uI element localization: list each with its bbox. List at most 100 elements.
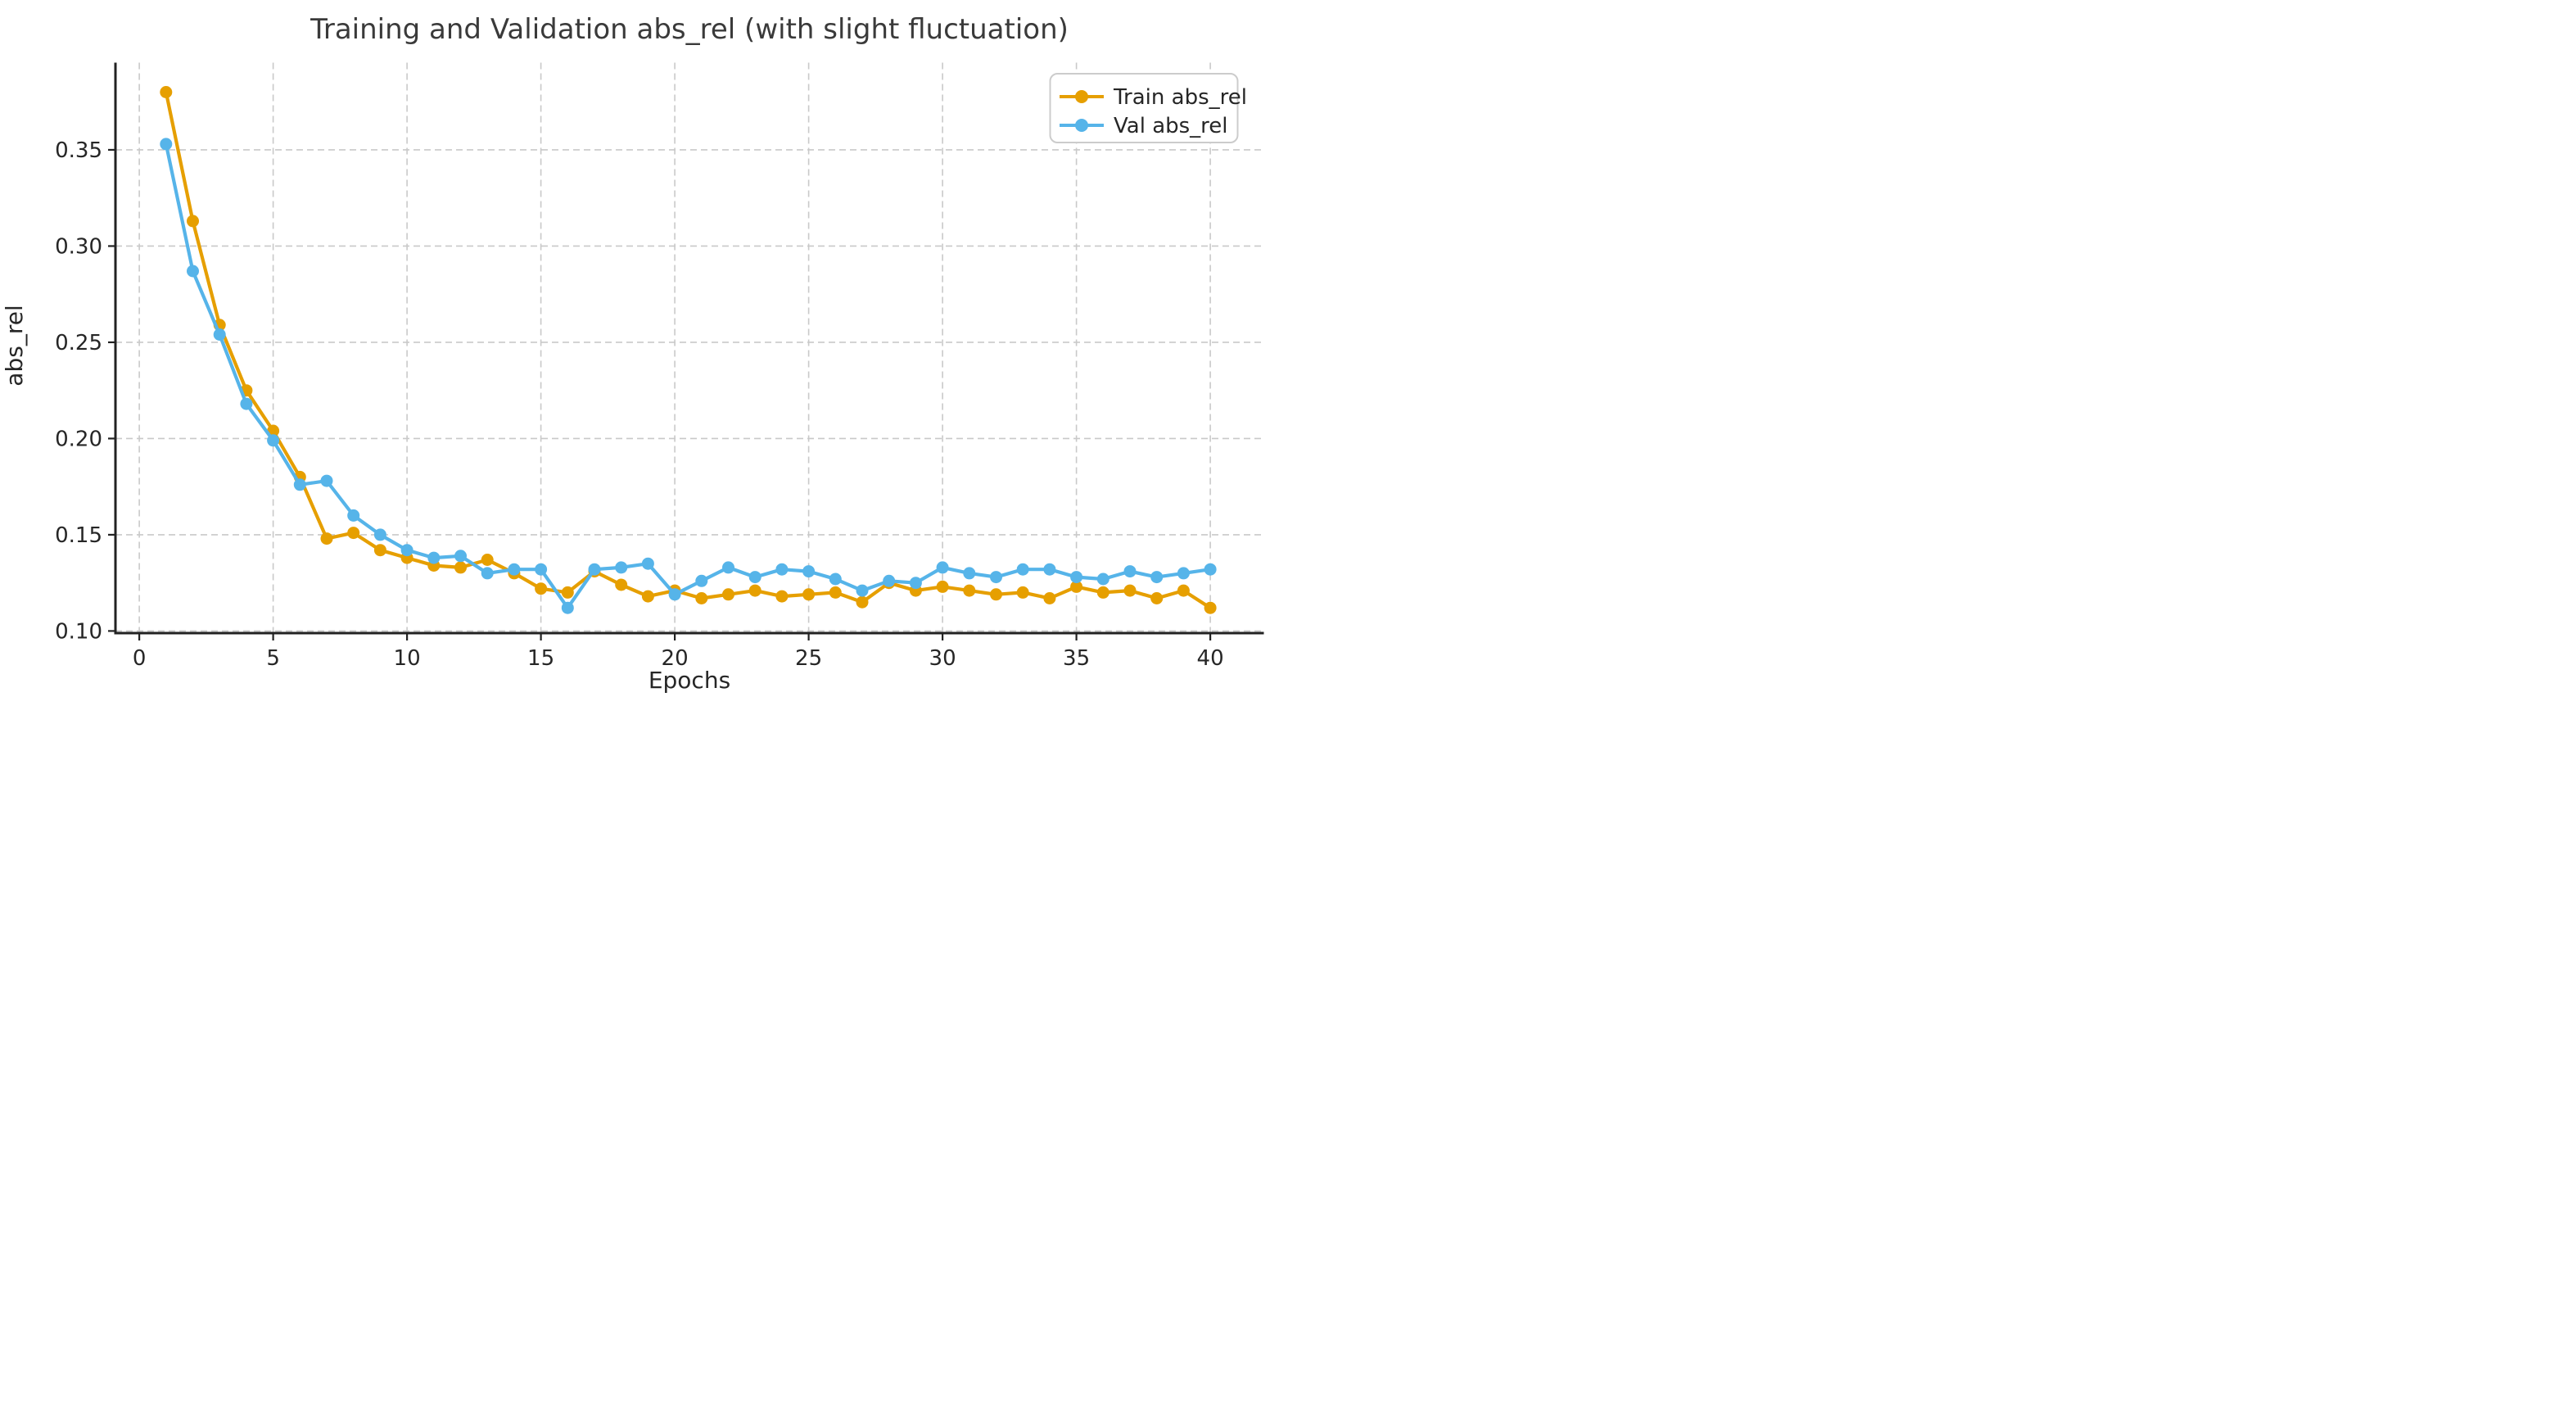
legend-entry-train: Train abs_rel [1060, 85, 1247, 110]
val-data-point [695, 574, 708, 587]
val-data-point [641, 557, 654, 570]
x-tick-label: 5 [266, 646, 280, 671]
val-data-point [347, 509, 360, 522]
train-data-point [535, 582, 548, 595]
val-data-point [856, 584, 869, 597]
val-marker-icon [1075, 119, 1088, 132]
val-data-point [427, 551, 441, 564]
val-data-point [320, 474, 333, 487]
val-data-point [802, 565, 816, 578]
axes-spines [114, 62, 1264, 635]
val-data-point [1177, 567, 1190, 580]
train-data-point [454, 561, 467, 574]
y-gridlines [115, 149, 1264, 632]
val-data-point [722, 561, 734, 574]
train-data-point [990, 588, 1002, 601]
val-series [160, 138, 1217, 614]
train-data-point [1043, 592, 1056, 604]
train-data-point [1150, 592, 1164, 604]
val-data-point [775, 563, 789, 576]
val-data-point [1016, 563, 1029, 576]
val-data-point [373, 528, 386, 541]
val-data-point [1204, 563, 1217, 576]
series-layer [160, 86, 1217, 614]
val-data-point [909, 577, 922, 590]
val-data-point [400, 544, 414, 557]
x-tick-label: 40 [1197, 646, 1224, 671]
val-data-point [454, 550, 467, 563]
val-data-point [481, 567, 494, 580]
train-data-point [802, 588, 816, 601]
train-data-point [1016, 586, 1029, 599]
val-data-point [588, 563, 601, 576]
val-data-point [829, 572, 842, 586]
train-data-point [1177, 584, 1190, 597]
y-tick-label: 0.25 [55, 331, 102, 355]
train-data-point [641, 590, 654, 603]
train-data-point [481, 554, 494, 566]
legend-label-val: Val abs_rel [1114, 114, 1228, 138]
val-data-point [1043, 563, 1056, 576]
figure: 0 5 10 15 20 25 30 35 40 0.10 0.15 0.20 0.25 0.30 0.3… [0, 0, 1288, 710]
train-data-point [775, 590, 789, 603]
training-validation-abs-rel-chart: 0 5 10 15 20 25 30 35 40 0.10 0.15 0.20 0.25 0.30 0.3… [1, 13, 1264, 694]
val-data-point [267, 434, 280, 447]
x-tick-labels: 0 5 10 15 20 25 30 35 40 [133, 646, 1224, 671]
train-data-point [1096, 586, 1109, 599]
val-data-point [160, 138, 173, 151]
val-data-point [508, 563, 521, 576]
train-data-point [1070, 580, 1083, 593]
val-data-point [187, 265, 199, 278]
val-data-point [213, 328, 226, 341]
train-data-point [748, 584, 762, 597]
y-tick-label: 0.35 [55, 138, 102, 163]
val-data-point [748, 571, 762, 584]
val-data-point [615, 561, 628, 574]
val-data-point [963, 567, 976, 580]
train-line [164, 90, 1213, 610]
x-gridlines [138, 62, 1211, 633]
train-data-point [160, 86, 173, 98]
val-data-point [668, 588, 681, 601]
x-axis-label: Epochs [649, 667, 730, 694]
x-tick-label: 10 [394, 646, 421, 671]
val-data-point [561, 601, 574, 614]
train-marker-icon [1075, 90, 1088, 103]
y-axis-label: abs_rel [1, 305, 28, 386]
y-tick-label: 0.10 [55, 619, 102, 644]
train-data-point [856, 595, 869, 609]
x-axis-ticks [138, 633, 1212, 640]
val-data-point [936, 561, 949, 574]
x-tick-label: 20 [662, 646, 689, 671]
val-data-point [990, 571, 1002, 584]
train-data-point [936, 580, 949, 593]
train-data-point [615, 578, 628, 591]
val-line [164, 142, 1213, 610]
val-data-point [1150, 571, 1164, 584]
legend: Train abs_rel Val abs_rel [1049, 73, 1247, 143]
train-data-point [561, 586, 574, 599]
train-data-point [320, 532, 333, 545]
train-data-point [695, 592, 708, 604]
y-tick-labels: 0.10 0.15 0.20 0.25 0.30 0.35 [55, 138, 102, 644]
val-data-point [1070, 571, 1083, 584]
train-data-point [187, 215, 199, 228]
x-tick-label: 30 [929, 646, 956, 671]
train-data-point [373, 544, 386, 557]
x-tick-label: 0 [133, 646, 147, 671]
train-data-point [1204, 601, 1217, 614]
train-data-point [347, 527, 360, 540]
train-data-point [963, 584, 976, 597]
y-axis-ticks [108, 148, 115, 632]
legend-label-train: Train abs_rel [1113, 85, 1247, 110]
val-data-point [293, 478, 306, 491]
train-data-point [722, 588, 734, 601]
legend-entry-val: Val abs_rel [1060, 114, 1228, 138]
x-tick-label: 15 [527, 646, 554, 671]
y-tick-label: 0.30 [55, 234, 102, 259]
val-data-point [535, 563, 548, 576]
x-tick-label: 25 [795, 646, 822, 671]
chart-title: Training and Validation abs_rel (with sl… [310, 13, 1069, 46]
val-data-point [883, 574, 896, 587]
y-tick-label: 0.20 [55, 427, 102, 451]
